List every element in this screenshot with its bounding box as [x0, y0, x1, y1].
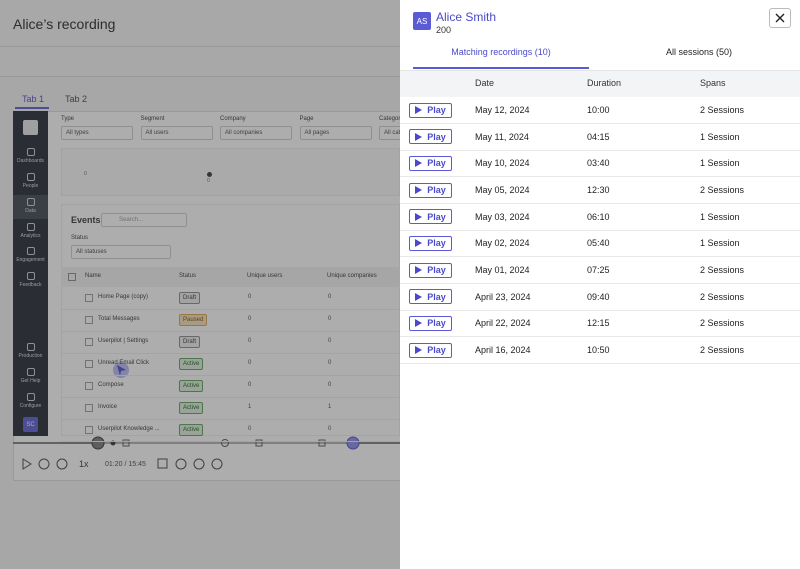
spans: 2 Sessions [700, 318, 744, 328]
date: May 01, 2024 [475, 265, 530, 275]
date: May 10, 2024 [475, 158, 530, 168]
spans: 1 Session [700, 238, 740, 248]
column-header: Duration [587, 78, 621, 88]
play-button[interactable]: Play [409, 236, 452, 251]
duration: 07:25 [587, 265, 610, 275]
spans: 1 Session [700, 132, 740, 142]
row-divider [400, 336, 800, 337]
play-label: Play [427, 132, 446, 142]
date: April 23, 2024 [475, 292, 531, 302]
date: May 05, 2024 [475, 185, 530, 195]
play-button[interactable]: Play [409, 316, 452, 331]
close-button[interactable] [769, 8, 791, 28]
row-divider [400, 256, 800, 257]
play-button[interactable]: Play [409, 343, 452, 358]
date: May 02, 2024 [475, 238, 530, 248]
play-icon [415, 106, 422, 114]
spans: 1 Session [700, 212, 740, 222]
play-label: Play [427, 105, 446, 115]
play-button[interactable]: Play [409, 183, 452, 198]
play-icon [415, 266, 422, 274]
play-icon [415, 213, 422, 221]
play-button[interactable]: Play [409, 129, 452, 144]
duration: 04:15 [587, 132, 610, 142]
duration: 05:40 [587, 238, 610, 248]
play-button[interactable]: Play [409, 103, 452, 118]
play-icon [415, 159, 422, 167]
user-id: 200 [436, 25, 451, 35]
duration: 10:00 [587, 105, 610, 115]
date: April 16, 2024 [475, 345, 531, 355]
spans: 1 Session [700, 158, 740, 168]
play-label: Play [427, 238, 446, 248]
date: May 03, 2024 [475, 212, 530, 222]
user-name: Alice Smith [436, 10, 496, 24]
play-button[interactable]: Play [409, 209, 452, 224]
spans: 2 Sessions [700, 345, 744, 355]
spans: 2 Sessions [700, 292, 744, 302]
avatar: AS [413, 12, 431, 30]
play-icon [415, 319, 422, 327]
play-label: Play [427, 158, 446, 168]
side-panel: AS Alice Smith 200 Matching recordings (… [400, 0, 800, 569]
column-header: Spans [700, 78, 726, 88]
play-label: Play [427, 318, 446, 328]
date: May 11, 2024 [475, 132, 529, 142]
play-label: Play [427, 345, 446, 355]
play-button[interactable]: Play [409, 289, 452, 304]
play-button[interactable]: Play [409, 263, 452, 278]
close-icon [775, 13, 785, 23]
duration: 06:10 [587, 212, 610, 222]
row-divider [400, 203, 800, 204]
tab[interactable]: All sessions (50) [611, 47, 787, 57]
row-divider [400, 230, 800, 231]
row-divider [400, 176, 800, 177]
play-icon [415, 293, 422, 301]
column-header: Date [475, 78, 494, 88]
row-divider [400, 150, 800, 151]
date: May 12, 2024 [475, 105, 530, 115]
duration: 12:15 [587, 318, 610, 328]
play-icon [415, 239, 422, 247]
play-icon [415, 133, 422, 141]
tab-underline [413, 67, 589, 69]
duration: 10:50 [587, 345, 610, 355]
duration: 12:30 [587, 185, 610, 195]
row-divider [400, 363, 800, 364]
play-label: Play [427, 265, 446, 275]
spans: 2 Sessions [700, 105, 744, 115]
spans: 2 Sessions [700, 185, 744, 195]
play-label: Play [427, 292, 446, 302]
row-divider [400, 283, 800, 284]
duration: 09:40 [587, 292, 610, 302]
date: April 22, 2024 [475, 318, 531, 328]
row-divider [400, 310, 800, 311]
play-button[interactable]: Play [409, 156, 452, 171]
row-divider [400, 123, 800, 124]
play-label: Play [427, 212, 446, 222]
duration: 03:40 [587, 158, 610, 168]
play-icon [415, 346, 422, 354]
play-label: Play [427, 185, 446, 195]
play-icon [415, 186, 422, 194]
tab-active[interactable]: Matching recordings (10) [413, 47, 589, 57]
spans: 2 Sessions [700, 265, 744, 275]
